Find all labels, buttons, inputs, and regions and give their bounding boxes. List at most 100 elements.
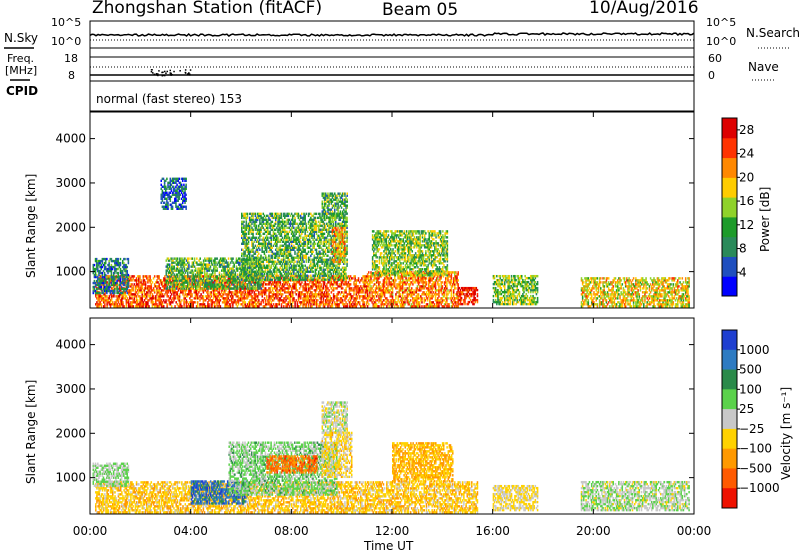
velocity-blob-9 [321, 431, 353, 479]
colorbar-tick-label: 20 [739, 170, 754, 184]
velocity-blob-3 [492, 484, 539, 512]
nave-tick-top: 60 [708, 52, 722, 65]
power-blob-9 [331, 226, 346, 264]
nave-dip-point [157, 73, 159, 75]
nave-dip-point [152, 72, 154, 74]
y-tick-label: 4000 [55, 132, 86, 146]
mhz-label: [MHz] [5, 64, 38, 77]
velocity-blob-4 [580, 480, 690, 512]
colorbar-swatch [722, 468, 737, 489]
x-tick-label: 00:00 [677, 524, 712, 538]
nave-dip-point [162, 71, 164, 73]
date-label: 10/Aug/2016 [589, 0, 699, 18]
nave-dip-point [153, 73, 155, 76]
freq-tick-top: 18 [64, 52, 78, 65]
power-blob-1 [366, 271, 459, 308]
colorbar-swatch [722, 256, 737, 277]
nave-dip-point [188, 72, 190, 74]
colorbar-swatch [722, 177, 737, 198]
colorbar-swatch [722, 118, 737, 139]
power-blob-0 [95, 275, 369, 308]
nave-label: Nave [748, 60, 779, 74]
nsearch-label: N.Search [746, 26, 800, 40]
colorbar-tick-label: 4 [739, 265, 747, 279]
x-tick-label: 08:00 [274, 524, 309, 538]
colorbar-swatch [722, 448, 737, 469]
y-tick-label: 3000 [55, 382, 86, 396]
x-ticks: 00:00 04:00 08:00 12:00 16:00 20:00 00:00 [73, 112, 712, 538]
power-ylabel: Slant Range [km] [24, 173, 38, 278]
nave-dip-point [179, 70, 181, 72]
nave-dip-point [161, 74, 164, 77]
nsky-tick-bottom: 10^0 [51, 35, 82, 48]
nave-dip-point [158, 70, 160, 72]
nave-dip-point [151, 69, 153, 71]
power-panel: 1000 2000 3000 4000 [55, 111, 695, 309]
power-blob-10 [371, 230, 449, 277]
power-cb-label: Power [dB] [758, 186, 772, 252]
y-tick-label: 2000 [55, 426, 86, 440]
nave-dip-point [184, 69, 187, 71]
power-blob-7 [241, 212, 348, 281]
nave-dip-point [169, 72, 171, 74]
colorbar-swatch [722, 236, 737, 257]
velocity-blob-7 [266, 455, 318, 474]
freq-tick-bottom: 8 [68, 69, 75, 82]
nsky-trace [89, 32, 695, 37]
nave-dip-point [161, 71, 163, 74]
colorbar-tick-label: −1000 [739, 481, 780, 495]
nave-dip-point [164, 74, 166, 77]
velocity-data-layer [92, 401, 690, 514]
y-tick-label: 2000 [55, 220, 86, 234]
nave-dip-point [173, 70, 175, 73]
nave-dip-point [169, 73, 172, 76]
nsky-tick-top: 10^5 [51, 16, 82, 29]
x-tick-label: 04:00 [173, 524, 208, 538]
nsky-panel [89, 20, 695, 58]
colorbar-tick-label: 1000 [739, 343, 770, 357]
power-colorbar: 4 8 12 16 20 24 28 [721, 117, 754, 297]
y-tick-label: 3000 [55, 176, 86, 190]
station-title: Zhongshan Station (fitACF) [92, 0, 323, 18]
power-blob-5 [92, 257, 130, 295]
nave-dip-point [150, 71, 153, 73]
colorbar-tick-label: −500 [739, 461, 772, 475]
colorbar-tick-label: 100 [739, 382, 762, 396]
colorbar-frame [721, 117, 738, 297]
colorbar-swatch [722, 157, 737, 178]
colorbar-tick-label: 500 [739, 363, 762, 377]
colorbar-tick-label: 16 [739, 194, 754, 208]
colorbar-swatch [722, 216, 737, 238]
freq-label: Freq. [7, 52, 35, 65]
cpid-label: CPID [6, 84, 39, 98]
nave-dip-point [169, 69, 171, 72]
colorbar-tick-label: −25 [739, 422, 764, 436]
nave-dip-point [155, 73, 157, 76]
colorbar-swatch [722, 389, 737, 410]
x-tick-label: 20:00 [576, 524, 611, 538]
power-y-ticks: 1000 2000 3000 4000 [55, 132, 694, 279]
colorbar-tick-label: 12 [739, 218, 754, 232]
colorbar-swatch [722, 197, 737, 218]
colorbar-tick-label: 24 [739, 147, 754, 161]
cpid-panel [89, 80, 695, 112]
nave-dip-point [189, 73, 191, 75]
colorbar-swatch [722, 488, 737, 509]
strip-traces [4, 32, 790, 81]
nave-dip-point [166, 70, 168, 73]
nave-dip-point [185, 72, 187, 74]
nave-tick-bottom: 0 [708, 69, 715, 82]
velocity-blob-5 [92, 462, 130, 487]
power-blob-8 [321, 192, 348, 219]
y-tick-label: 4000 [55, 338, 86, 352]
colorbar-swatch [722, 137, 737, 159]
x-tick-label: 00:00 [73, 524, 108, 538]
colorbar-swatch [722, 369, 737, 390]
velocity-ylabel: Slant Range [km] [24, 379, 38, 484]
power-blob-3 [492, 274, 539, 306]
y-tick-label: 1000 [55, 265, 86, 279]
nave-dip-point [157, 74, 159, 77]
colorbar-tick-label: −100 [739, 442, 772, 456]
velocity-blob-8 [321, 401, 348, 434]
